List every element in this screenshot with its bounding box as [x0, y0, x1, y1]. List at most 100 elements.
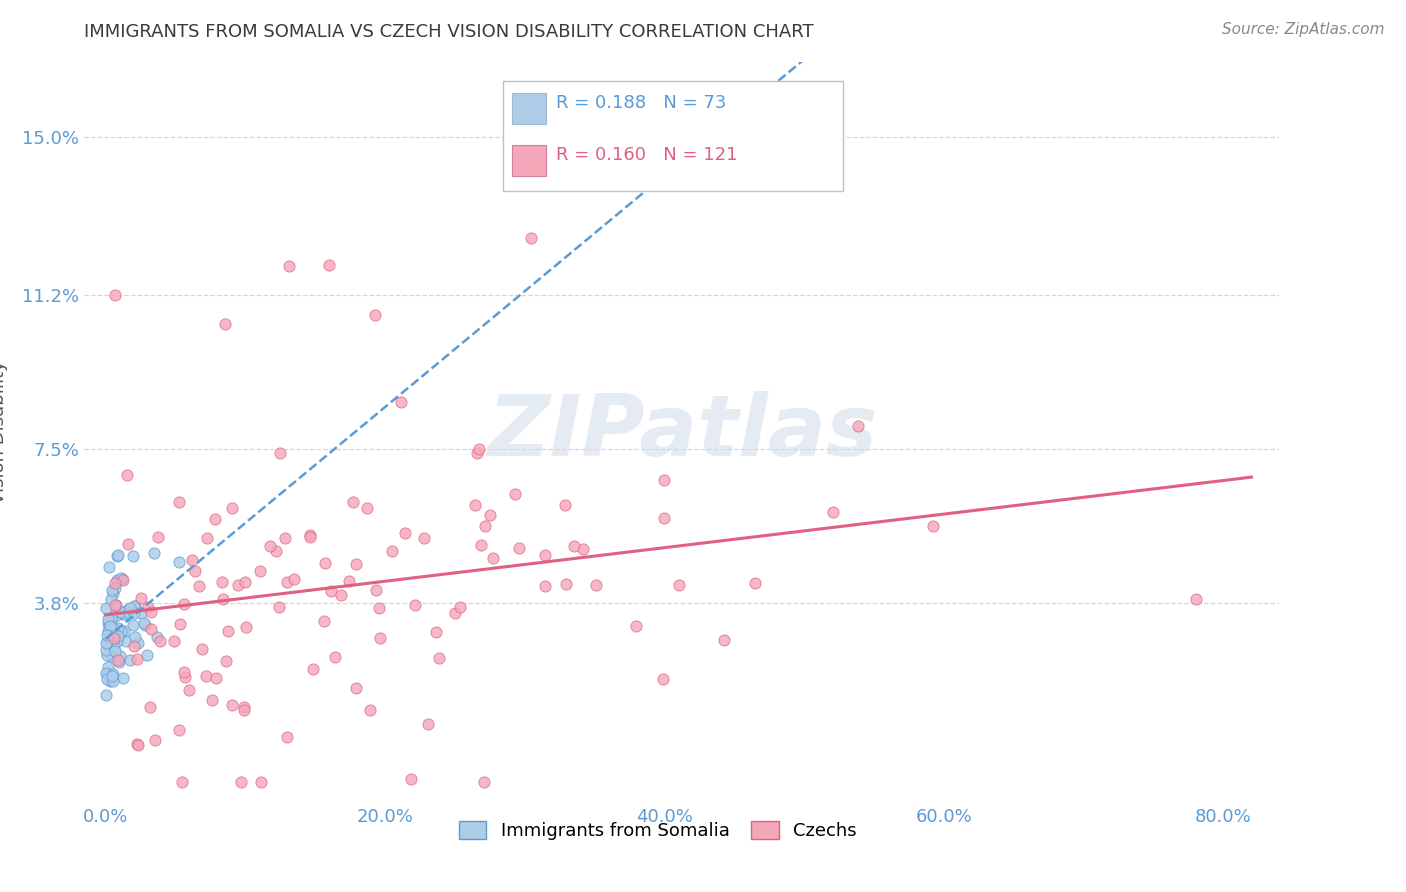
Point	[404, 599, 426, 613]
Point	[846, 419, 869, 434]
Point	[107, 655, 129, 669]
Point	[105, 634, 128, 648]
Point	[464, 498, 486, 512]
Point	[101, 669, 124, 683]
Point	[96, 672, 118, 686]
Point	[120, 653, 142, 667]
Point	[131, 606, 153, 620]
Point	[111, 671, 134, 685]
Point	[104, 599, 127, 613]
Point	[111, 607, 134, 621]
Point	[191, 642, 214, 657]
Point	[399, 772, 422, 786]
Point	[96, 667, 118, 681]
Point	[125, 738, 148, 752]
Point	[167, 723, 190, 738]
Point	[744, 576, 766, 591]
Text: R = 0.160   N = 121: R = 0.160 N = 121	[557, 146, 738, 164]
Point	[214, 317, 236, 331]
Point	[98, 674, 121, 689]
Point	[124, 630, 146, 644]
Y-axis label: Vision Disability: Vision Disability	[0, 360, 8, 505]
Point	[204, 671, 226, 685]
Point	[100, 640, 122, 654]
Point	[344, 557, 367, 571]
Point	[138, 699, 160, 714]
Point	[356, 501, 378, 516]
Point	[101, 667, 124, 681]
Point	[299, 528, 322, 542]
Point	[100, 591, 122, 606]
Point	[1184, 591, 1206, 606]
Point	[229, 775, 252, 789]
Point	[314, 556, 336, 570]
Point	[117, 604, 139, 618]
Point	[482, 551, 505, 566]
Point	[94, 600, 117, 615]
Point	[668, 578, 690, 592]
Text: IMMIGRANTS FROM SOMALIA VS CZECH VISION DISABILITY CORRELATION CHART: IMMIGRANTS FROM SOMALIA VS CZECH VISION …	[84, 23, 814, 41]
Point	[117, 536, 139, 550]
Point	[217, 624, 239, 638]
Point	[572, 542, 595, 557]
Point	[107, 628, 129, 642]
Point	[129, 591, 152, 606]
FancyBboxPatch shape	[512, 93, 546, 124]
Point	[250, 775, 273, 789]
Point	[110, 649, 132, 664]
Point	[823, 505, 845, 519]
Point	[134, 617, 156, 632]
Point	[98, 619, 121, 633]
Point	[127, 738, 149, 752]
Point	[233, 575, 256, 590]
Point	[276, 575, 298, 590]
Point	[465, 445, 488, 459]
Point	[174, 670, 197, 684]
Point	[104, 644, 127, 658]
Point	[142, 546, 165, 560]
Point	[96, 628, 118, 642]
Point	[249, 564, 271, 578]
Point	[366, 582, 388, 597]
Text: ZIPatlas: ZIPatlas	[486, 391, 877, 475]
Point	[98, 619, 121, 633]
Point	[299, 530, 322, 544]
Point	[226, 578, 249, 592]
Text: Source: ZipAtlas.com: Source: ZipAtlas.com	[1222, 22, 1385, 37]
Point	[211, 575, 233, 590]
Point	[107, 621, 129, 635]
Point	[267, 600, 290, 615]
Point	[117, 467, 139, 482]
Point	[173, 597, 195, 611]
Point	[124, 599, 146, 613]
Point	[534, 579, 557, 593]
Point	[100, 648, 122, 663]
Point	[713, 632, 735, 647]
Point	[323, 649, 346, 664]
Point	[100, 611, 122, 625]
Point	[103, 288, 125, 302]
Point	[104, 581, 127, 595]
Point	[195, 531, 218, 545]
Point	[97, 624, 120, 639]
Point	[145, 630, 167, 644]
Point	[337, 574, 360, 588]
Point	[96, 635, 118, 649]
Legend: Immigrants from Somalia, Czechs: Immigrants from Somalia, Czechs	[453, 814, 863, 847]
Point	[115, 633, 138, 648]
Point	[204, 512, 226, 526]
Point	[104, 599, 127, 613]
Point	[112, 624, 135, 638]
Point	[110, 570, 132, 584]
Point	[122, 599, 145, 614]
Point	[107, 548, 129, 562]
Point	[148, 633, 170, 648]
Point	[105, 549, 128, 563]
Point	[554, 498, 576, 512]
Point	[101, 674, 124, 689]
Point	[139, 605, 162, 619]
Point	[472, 775, 495, 789]
Point	[585, 577, 607, 591]
Point	[520, 231, 543, 245]
Point	[110, 624, 132, 638]
